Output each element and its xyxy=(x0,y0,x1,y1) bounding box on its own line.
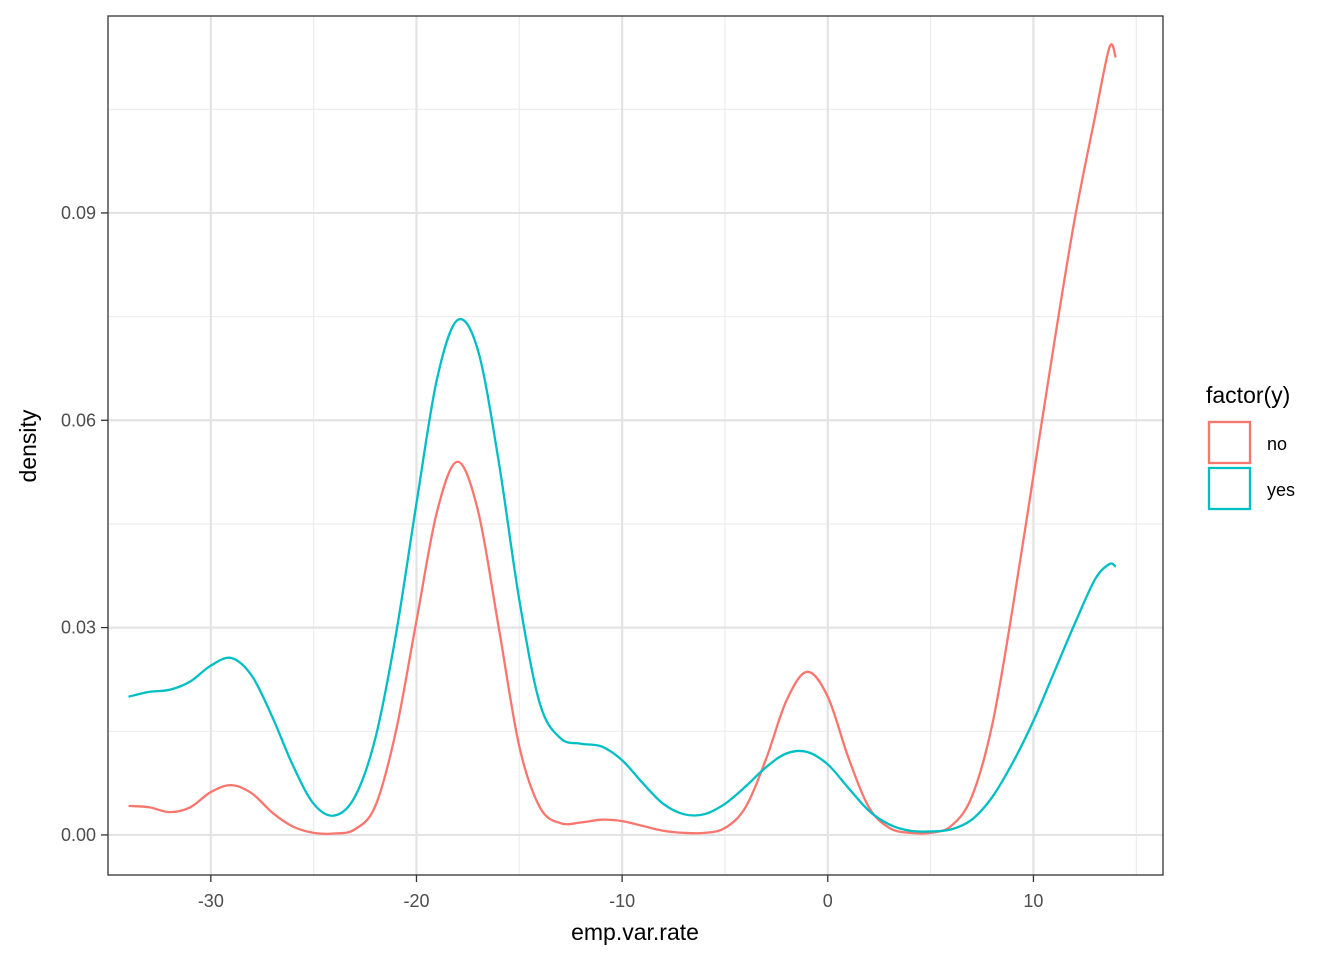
legend-label-no: no xyxy=(1267,434,1287,454)
x-tick-label: 10 xyxy=(1023,891,1043,911)
legend-title: factor(y) xyxy=(1206,382,1290,408)
panel-background xyxy=(108,16,1163,875)
y-tick-label: 0.09 xyxy=(61,203,96,223)
y-axis: 0.00 0.03 0.06 0.09 xyxy=(61,203,108,845)
x-axis: -30 -20 -10 0 10 xyxy=(198,875,1043,911)
legend-label-yes: yes xyxy=(1267,480,1295,500)
x-tick-label: -10 xyxy=(609,891,635,911)
y-axis-title: density xyxy=(15,409,41,482)
legend-key-no xyxy=(1207,420,1252,465)
x-tick-label: -20 xyxy=(403,891,429,911)
y-tick-label: 0.03 xyxy=(61,618,96,638)
legend: factor(y) no yes xyxy=(1206,382,1295,511)
panel-border xyxy=(107,15,1164,876)
minor-gridlines xyxy=(108,16,1163,875)
series-line-yes xyxy=(128,317,1117,833)
y-tick-label: 0.00 xyxy=(61,825,96,845)
series-line-no xyxy=(128,43,1117,836)
series-lines xyxy=(128,43,1117,836)
y-tick-label: 0.06 xyxy=(61,410,96,430)
x-axis-title: emp.var.rate xyxy=(571,919,699,945)
x-tick-label: 0 xyxy=(823,891,833,911)
x-tick-label: -30 xyxy=(198,891,224,911)
major-gridlines xyxy=(108,16,1163,875)
legend-key-yes xyxy=(1207,466,1252,511)
plot-panel xyxy=(107,15,1164,876)
